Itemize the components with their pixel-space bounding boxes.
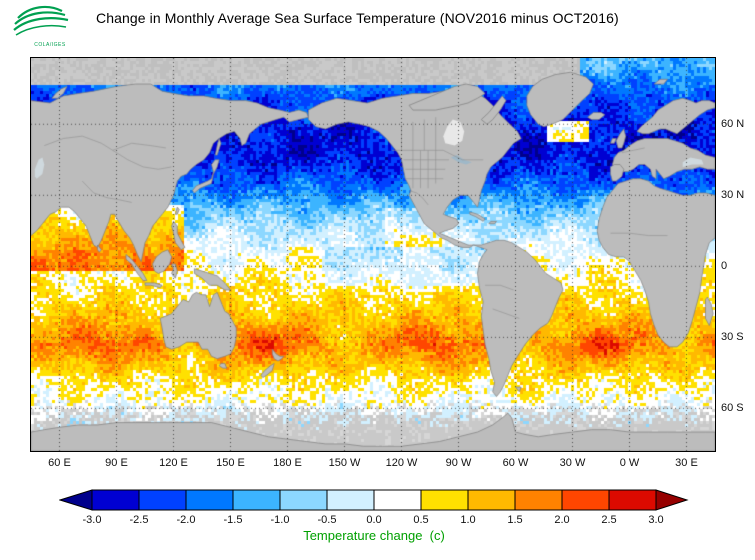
lat-tick-label: 0 [721,260,728,273]
colorbar-tick-label: 3.0 [648,514,664,526]
colorbar-arrow [59,489,93,511]
colorbar-arrow [655,489,689,511]
lon-tick-label: 90 E [105,457,128,469]
lon-tick-label: 180 E [273,457,302,469]
colorbar-tick-label: -3.0 [82,514,102,526]
colorbar-tick-label: -1.5 [223,514,243,526]
colorbar-segment [326,489,375,511]
colorbar-label: Temperature change (c) [303,528,445,543]
lon-tick-label: 150 W [328,457,361,469]
lat-tick-label: 30 S [721,331,744,344]
lat-tick-label: 60 N [721,118,745,131]
colorbar-tick-label: -2.0 [176,514,196,526]
colorbar-tick-label: -2.5 [129,514,149,526]
lon-tick-label: 120 W [385,457,418,469]
colorbar-tick-label: 2.5 [601,514,617,526]
colorbar-segment [185,489,234,511]
page-title: Change in Monthly Average Sea Surface Te… [96,10,619,26]
lon-tick-label: 150 E [216,457,245,469]
colorbar-segment [91,489,140,511]
colorbar-segment [467,489,516,511]
lon-tick-label: 90 W [445,457,472,469]
lon-tick-label: 0 W [619,457,640,469]
colorbar-segment [561,489,610,511]
lon-tick-label: 60 E [48,457,71,469]
colorbar-segment [373,489,422,511]
colorbar-segment [420,489,469,511]
lat-tick-label: 30 N [721,189,745,202]
lon-tick-label: 30 W [559,457,586,469]
colorbar-tick-label: 2.0 [554,514,570,526]
colorbar [59,489,689,511]
lat-tick-label: 60 S [721,402,744,415]
colorbar-tick-label: 1.5 [507,514,523,526]
lon-tick-label: 60 W [502,457,529,469]
sst-map-canvas [31,58,715,451]
colorbar-segment [232,489,281,511]
colorbar-tick-label: -0.5 [317,514,337,526]
map-frame [30,57,716,452]
colorbar-tick-label: 0.5 [413,514,429,526]
lon-tick-label: 120 E [159,457,188,469]
colorbar-tick-label: -1.0 [270,514,290,526]
colorbar-segment [608,489,657,511]
colorbar-tick-label: 0.0 [366,514,382,526]
logo-text: COLA/IGES [34,42,66,48]
colorbar-segment [279,489,328,511]
colorbar-segment [138,489,187,511]
lon-tick-label: 30 E [675,457,698,469]
colorbar-segment [514,489,563,511]
logo-wave-icon [13,5,69,36]
cola-iges-logo: COLA/IGES [10,3,90,48]
colorbar-tick-label: 1.0 [460,514,476,526]
